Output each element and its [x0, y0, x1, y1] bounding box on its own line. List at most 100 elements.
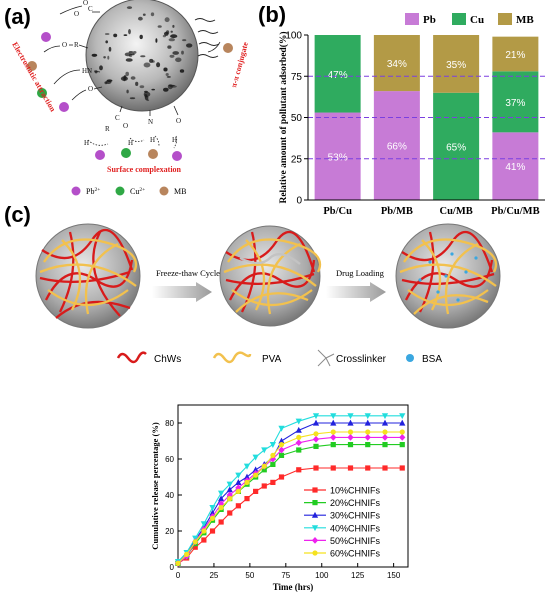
pb-ion	[59, 102, 69, 112]
legend-crosslinker-label: Crosslinker	[336, 354, 387, 365]
x-tick-label: 125	[351, 571, 365, 580]
panel-c-label: (c)	[4, 202, 31, 227]
y-axis-title: Relative amount of pollutant adsorbed(%)	[278, 31, 289, 203]
data-point	[278, 446, 285, 454]
data-point	[252, 454, 259, 461]
data-point	[226, 481, 233, 488]
y-tick-label: 20	[165, 527, 174, 536]
pore	[139, 85, 145, 89]
data-point	[235, 503, 241, 509]
pore	[157, 25, 162, 28]
group-o-4: O	[88, 85, 93, 93]
freeze-thaw-arrow: Freeze-thaw Cycle	[152, 268, 220, 302]
data-point	[175, 560, 181, 567]
bar-data-label: 47%	[328, 70, 348, 81]
pore	[143, 62, 151, 68]
drug-loading-arrow: Drug Loading	[326, 268, 386, 302]
group-c-2: C	[115, 114, 120, 122]
data-point	[270, 452, 276, 458]
data-point	[365, 465, 371, 471]
bar-data-label: 65%	[446, 142, 466, 153]
data-point	[399, 429, 405, 435]
x-tick-label: 0	[176, 571, 181, 580]
group-o-3: O	[62, 41, 67, 49]
x-tick-label: 150	[387, 571, 401, 580]
data-point	[364, 419, 371, 426]
data-point	[278, 425, 285, 432]
ions	[27, 32, 233, 161]
data-point	[347, 465, 354, 471]
data-point	[192, 544, 198, 550]
legend-swatch-pb	[405, 13, 419, 25]
data-point	[399, 442, 405, 448]
data-point	[364, 434, 371, 441]
pore	[135, 81, 139, 86]
pore	[167, 84, 173, 90]
data-point	[295, 418, 302, 425]
x-tick-label: 50	[245, 571, 254, 580]
pore	[167, 45, 172, 49]
x-tick-label: 75	[281, 571, 290, 580]
group-c-1: C	[88, 5, 93, 13]
data-point	[295, 426, 302, 433]
data-point	[253, 488, 259, 494]
pore	[105, 40, 108, 44]
group-hn: HN	[82, 67, 92, 75]
panel-c-legend: ChWs PVA Crosslinker BSA	[116, 349, 442, 367]
x-tick-label: Pb/Cu	[323, 206, 352, 217]
legend-label: 30%CHNIFs	[330, 511, 381, 521]
data-point	[200, 521, 207, 528]
data-point	[261, 447, 268, 454]
pore	[150, 12, 155, 17]
pore	[172, 51, 179, 55]
y-axis-title: Cumulative release percentage (%)	[150, 422, 160, 550]
legend-mb-marker	[159, 186, 169, 196]
data-point	[261, 467, 267, 473]
data-point	[278, 437, 285, 444]
panel-c: (c) Freeze-thaw Cycle	[4, 202, 501, 592]
pore	[165, 73, 169, 76]
hydrogel-sphere-1	[35, 223, 141, 329]
data-point	[209, 515, 216, 522]
pore	[138, 16, 143, 21]
data-point	[235, 479, 242, 485]
legend-cu-marker	[115, 186, 125, 196]
bar-cu	[433, 92, 480, 200]
data-point	[313, 443, 319, 449]
release-line-chart: 0 25 50 75 100 125 150 0 20 40 60 80 Time (hrs) Cumul…	[150, 404, 409, 592]
pore	[175, 57, 182, 63]
data-point	[330, 465, 336, 471]
data-point	[243, 473, 251, 480]
legend-label: 20%CHNIFs	[330, 498, 381, 508]
bsa-icon	[406, 354, 414, 362]
bar-mb	[433, 35, 480, 93]
svg-text:Cu2+: Cu2+	[130, 187, 145, 196]
freeze-thaw-label: Freeze-thaw Cycle	[156, 268, 220, 278]
cu-ion	[37, 88, 47, 98]
surface-complexation-label: Surface complexation	[107, 165, 182, 174]
legend-cu-label: Cu	[130, 187, 139, 196]
bar-cu	[314, 35, 361, 113]
bar-cu	[492, 71, 539, 133]
pore	[132, 51, 137, 54]
pore	[113, 33, 118, 38]
data-point	[364, 413, 371, 420]
pore	[128, 29, 131, 35]
legend-bsa-label: BSA	[422, 354, 442, 365]
legend-label: 50%CHNIFs	[330, 536, 381, 546]
chws-icon	[116, 351, 147, 364]
pore	[104, 33, 110, 35]
pva-icon	[212, 351, 252, 364]
functional-groups: O C O O R HN O C O R H N H O H H	[62, 0, 181, 147]
legend-marker	[312, 550, 318, 556]
data-point	[382, 465, 388, 471]
pb-ion	[172, 151, 182, 161]
data-point	[252, 466, 259, 473]
data-point	[227, 496, 233, 502]
bar-mb	[492, 36, 539, 72]
data-point	[330, 442, 336, 448]
pore	[156, 62, 161, 68]
pore	[164, 17, 170, 23]
pore	[125, 58, 133, 62]
panel-b: (b) 53% 47% Pb/Cu 66% 34% Pb/MB 65% 35% Cu/MB 41%…	[258, 2, 545, 217]
